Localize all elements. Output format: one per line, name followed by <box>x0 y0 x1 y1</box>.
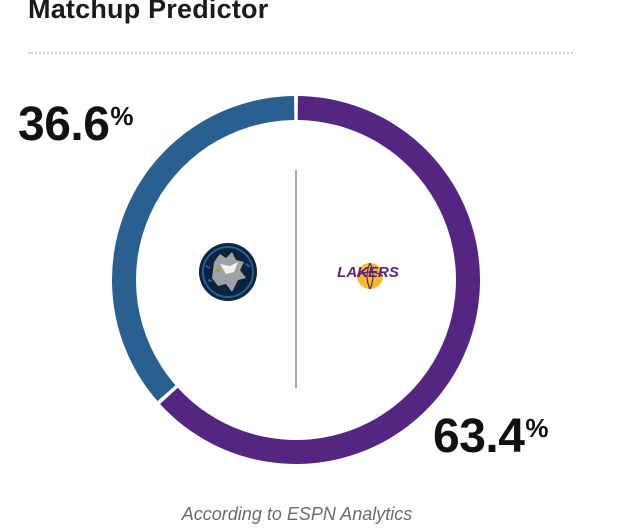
source-caption: According to ESPN Analytics <box>181 504 413 524</box>
lakers-slice <box>160 96 480 465</box>
title-divider <box>28 52 573 54</box>
home-percent-sign: % <box>525 413 549 443</box>
away-percent-sign: % <box>110 101 134 131</box>
chart-title: Matchup Predictor <box>28 0 269 24</box>
home-win-probability-value: 63.4 <box>433 410 525 463</box>
timberwolves-logo-icon <box>199 243 257 301</box>
timberwolves-slice <box>112 96 295 402</box>
lakers-logo-icon: LAKERS <box>337 262 399 290</box>
away-win-probability-value: 36.6 <box>18 98 110 151</box>
away-win-probability: 36.6% <box>18 98 134 151</box>
lakers-wordmark: LAKERS <box>337 264 399 281</box>
home-win-probability: 63.4% <box>433 410 549 463</box>
